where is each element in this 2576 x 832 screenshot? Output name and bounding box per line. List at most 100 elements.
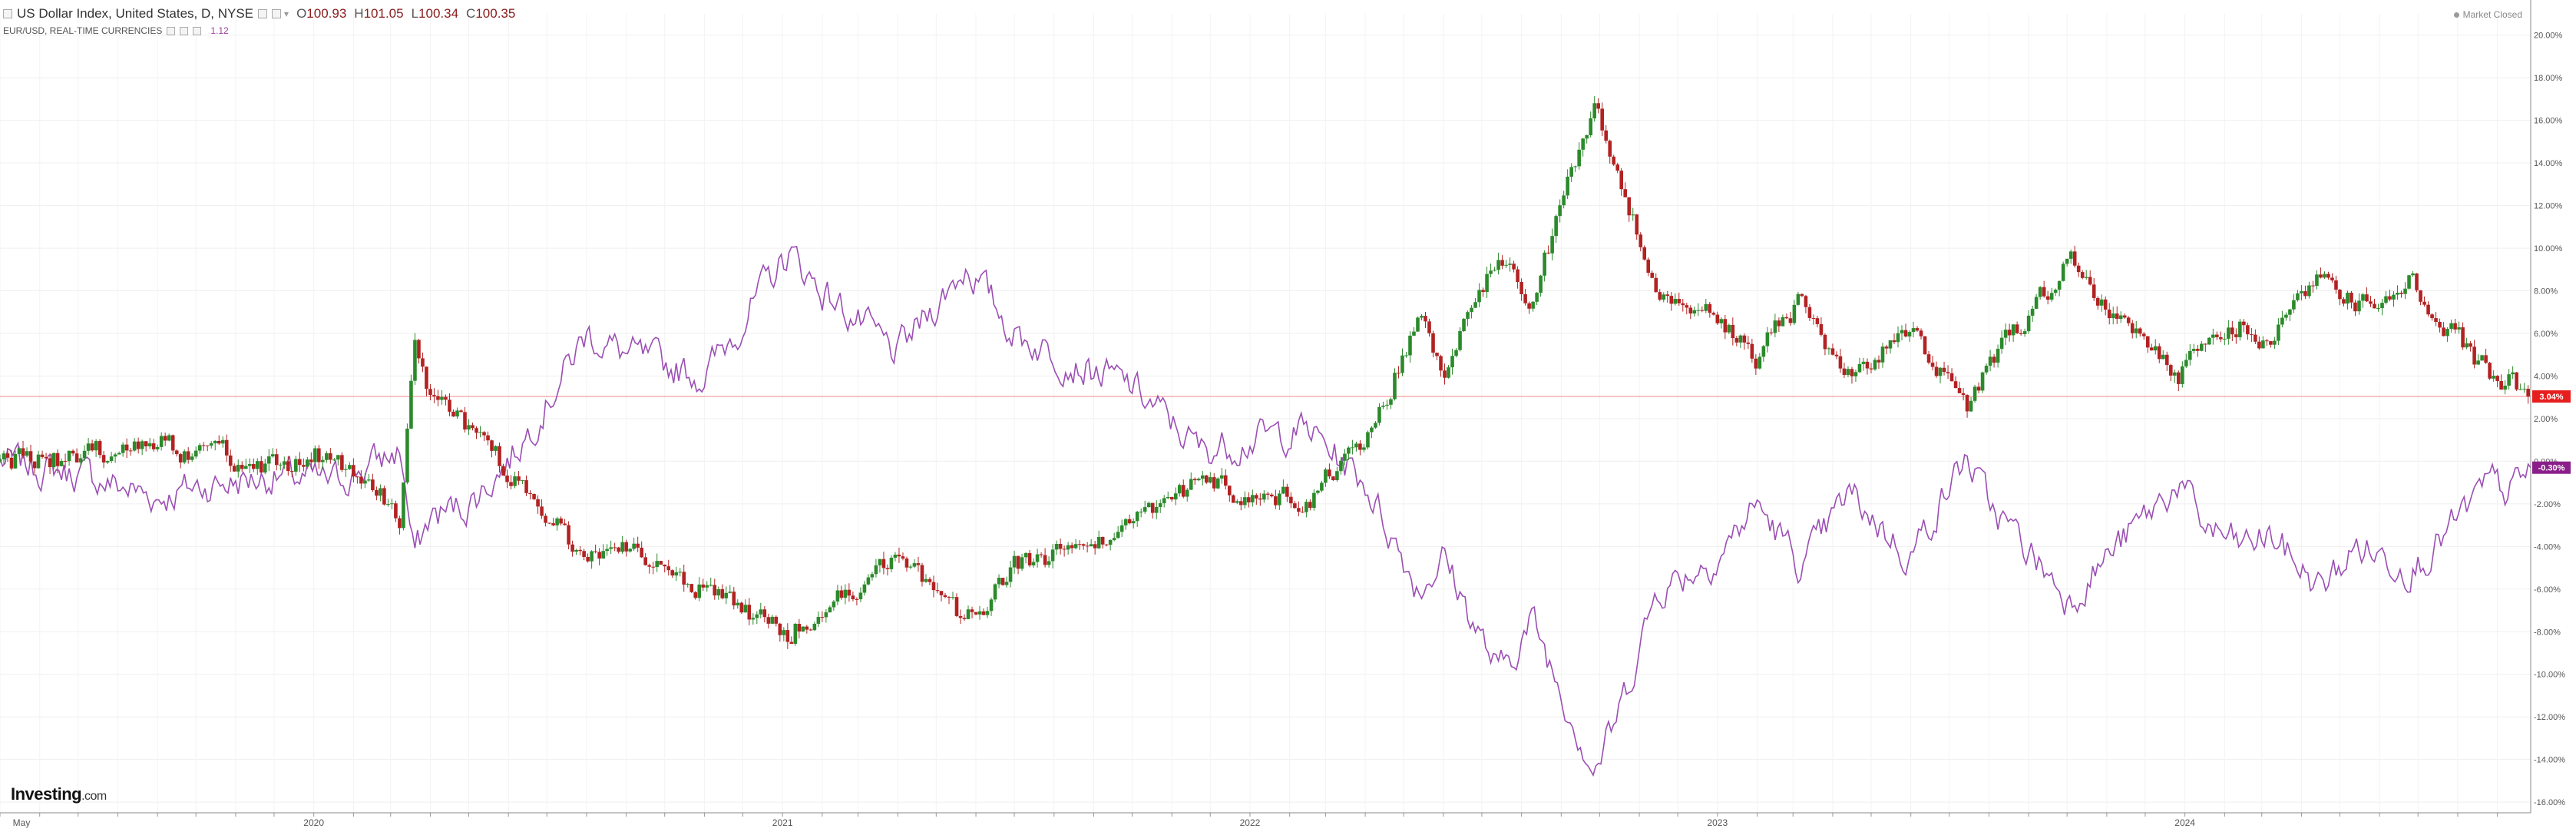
candle-body — [828, 607, 832, 613]
candle-body — [1435, 353, 1439, 356]
candle-body — [832, 602, 836, 608]
settings-icon[interactable] — [180, 26, 189, 35]
candle-body — [55, 452, 60, 466]
candle-body — [1297, 508, 1301, 512]
candle-body — [1177, 485, 1182, 494]
candle-body — [86, 443, 91, 451]
candle-body — [1278, 493, 1281, 505]
candle-body — [2511, 372, 2515, 375]
candle-body — [1219, 475, 1224, 479]
candle-body — [1957, 388, 1962, 393]
candle-body — [1723, 319, 1728, 333]
candle-body — [1758, 356, 1762, 369]
candle-body — [2476, 360, 2480, 365]
candle-body — [1592, 103, 1596, 119]
candle-body — [954, 597, 959, 616]
candle-body — [2172, 372, 2177, 376]
y-tick-label: -6.00% — [2534, 585, 2561, 595]
candle-body — [674, 572, 679, 576]
candle-body — [1185, 489, 1189, 497]
candle-body — [997, 578, 1001, 585]
candle-body — [1619, 171, 1624, 190]
candle-body — [1677, 299, 1682, 303]
badge-layer: 3.04% -0.30% — [2532, 390, 2571, 474]
y-tick-label: -2.00% — [2534, 500, 2561, 509]
candle-body — [2134, 328, 2138, 333]
candle-body — [2061, 264, 2065, 281]
candle-body — [858, 592, 863, 600]
candle-body — [2176, 372, 2181, 384]
candle-body — [1919, 330, 1923, 336]
close-icon[interactable] — [193, 26, 202, 35]
candle-body — [1523, 293, 1527, 303]
market-status: Market Closed — [2453, 9, 2522, 20]
candle-body — [159, 436, 164, 447]
candle-body — [2164, 354, 2169, 366]
candle-body — [105, 461, 110, 463]
candle-body — [1577, 149, 1581, 167]
candle-body — [36, 454, 41, 469]
candle-body — [1946, 372, 1950, 373]
candle-body — [2357, 300, 2361, 312]
candle-body — [74, 453, 79, 462]
candle-body — [1861, 361, 1866, 364]
candle-body — [444, 396, 448, 400]
candle-body — [228, 455, 233, 466]
candle-body — [2115, 313, 2119, 320]
candle-body — [2088, 277, 2092, 285]
candle-body — [893, 554, 898, 558]
compare-value-badge: -0.30% — [2538, 464, 2565, 473]
candle-body — [1408, 335, 1412, 356]
candle-body — [1834, 354, 1839, 356]
candle-body — [325, 453, 329, 460]
candle-body — [705, 585, 709, 588]
candle-body — [167, 435, 171, 441]
candle-body — [1116, 532, 1120, 539]
candle-body — [713, 585, 717, 596]
candle-body — [736, 602, 740, 606]
candle-body — [1539, 275, 1543, 293]
candle-body — [2384, 296, 2388, 303]
candle-body — [2042, 287, 2046, 297]
candle-body — [682, 572, 686, 585]
candle-body — [321, 459, 325, 462]
candle-body — [1781, 317, 1785, 327]
candle-body — [1020, 557, 1024, 569]
candle-body — [1926, 354, 1931, 363]
candle-body — [1154, 506, 1159, 513]
candle-body — [2403, 288, 2407, 294]
chevron-down-icon[interactable]: ▾ — [284, 8, 289, 19]
y-tick-label: 4.00% — [2534, 372, 2558, 381]
visibility-icon[interactable] — [167, 26, 176, 35]
candle-body — [570, 544, 574, 552]
y-tick-label: 6.00% — [2534, 330, 2558, 339]
candle-body — [17, 448, 21, 454]
candle-body — [2438, 321, 2442, 328]
candle-body — [2280, 317, 2284, 325]
candle-body — [1489, 270, 1493, 274]
candle-body — [2145, 336, 2150, 348]
candle-body — [278, 464, 283, 466]
candle-body — [193, 450, 198, 457]
candle-body — [640, 547, 643, 558]
candle-body — [417, 340, 421, 359]
close-icon[interactable] — [272, 9, 282, 18]
candle-body — [1393, 373, 1397, 399]
candle-body — [1035, 554, 1040, 562]
chart-title: US Dollar Index, United States, D, NYSE — [17, 6, 254, 21]
candle-body — [2392, 294, 2396, 300]
candle-body — [340, 455, 344, 470]
logo-brand: Investing — [11, 784, 82, 804]
candle-body — [528, 492, 532, 495]
settings-icon[interactable] — [258, 9, 268, 18]
candle-body — [2184, 360, 2188, 366]
candle-body — [2257, 341, 2261, 349]
candle-body — [505, 476, 509, 482]
candle-body — [2334, 280, 2338, 290]
collapse-icon[interactable] — [3, 9, 12, 18]
candle-body — [240, 465, 244, 469]
candle-body — [2472, 346, 2476, 365]
candle-body — [2319, 274, 2323, 278]
